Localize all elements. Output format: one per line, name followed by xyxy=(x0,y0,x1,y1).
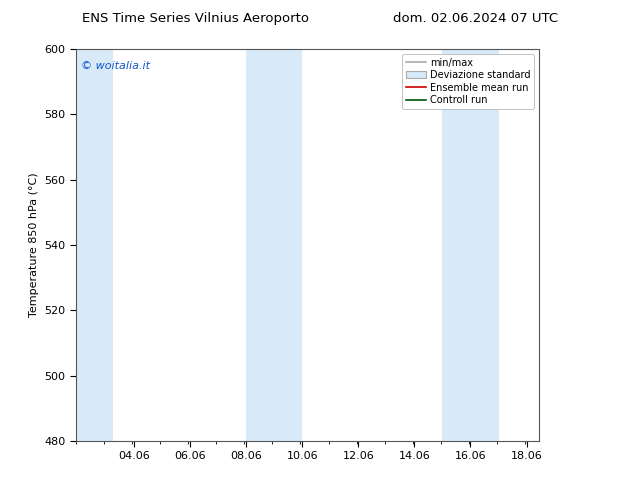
Legend: min/max, Deviazione standard, Ensemble mean run, Controll run: min/max, Deviazione standard, Ensemble m… xyxy=(403,54,534,109)
Bar xyxy=(443,49,498,441)
Bar xyxy=(76,49,113,441)
Bar xyxy=(246,49,302,441)
Y-axis label: Temperature 850 hPa (°C): Temperature 850 hPa (°C) xyxy=(29,172,39,318)
Text: dom. 02.06.2024 07 UTC: dom. 02.06.2024 07 UTC xyxy=(393,12,558,25)
Text: © woitalia.it: © woitalia.it xyxy=(81,61,150,71)
Text: ENS Time Series Vilnius Aeroporto: ENS Time Series Vilnius Aeroporto xyxy=(82,12,309,25)
